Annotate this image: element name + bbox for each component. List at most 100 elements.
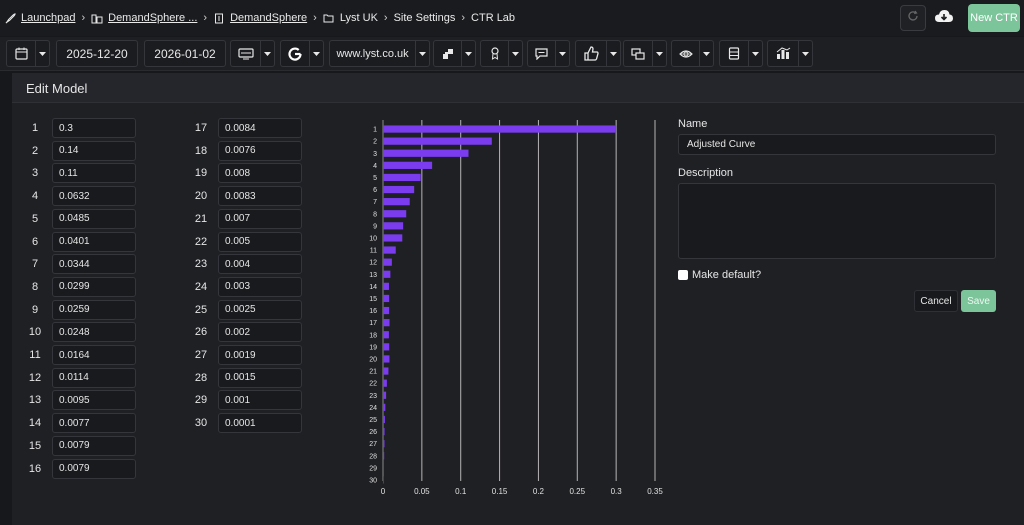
- make-default-label[interactable]: Make default?: [692, 269, 762, 281]
- breadcrumb-demandsphere[interactable]: DemandSphere: [213, 12, 307, 24]
- layout-icon: [720, 41, 748, 66]
- save-button[interactable]: Save: [961, 290, 996, 312]
- thumbs-filter-dropdown[interactable]: [575, 40, 621, 67]
- ctr-bar: [383, 452, 385, 460]
- y-tick-label: 9: [373, 223, 377, 230]
- position-row: 17 0.0084: [190, 118, 302, 138]
- breadcrumb-label[interactable]: Launchpad: [21, 12, 76, 24]
- ctr-value-input[interactable]: 0.0083: [218, 186, 302, 207]
- position-row: 7 0.0344: [24, 254, 136, 275]
- y-tick-label: 16: [369, 308, 377, 315]
- building-icon: [213, 12, 225, 24]
- ctr-value-input[interactable]: 0.0076: [218, 140, 302, 161]
- ctr-value-input[interactable]: 0.0299: [52, 276, 136, 297]
- breadcrumb: Launchpad › DemandSphere ... › DemandSph…: [0, 12, 515, 24]
- download-button[interactable]: [932, 5, 956, 31]
- ctr-value-input[interactable]: 0.007: [218, 208, 302, 229]
- ctr-value-input[interactable]: 0.0001: [218, 413, 302, 434]
- ctr-value-input[interactable]: 0.008: [218, 163, 302, 184]
- y-tick-label: 24: [369, 405, 377, 412]
- search-engine-dropdown[interactable]: [280, 40, 324, 67]
- ctr-value-input[interactable]: 0.0079: [52, 458, 136, 479]
- segments-filter-dropdown[interactable]: [433, 40, 476, 67]
- ctr-value-input[interactable]: 0.0114: [52, 367, 136, 388]
- calendar-icon: [7, 41, 35, 66]
- ribbon-filter-dropdown[interactable]: [480, 40, 523, 67]
- position-row: 13 0.0095: [24, 390, 136, 411]
- ctr-value-input[interactable]: 0.004: [218, 254, 302, 275]
- layout-filter-dropdown[interactable]: [719, 40, 763, 67]
- domain-dropdown[interactable]: www.lyst.co.uk: [329, 40, 430, 67]
- position-row: 6 0.0401: [24, 231, 136, 252]
- breadcrumb-label[interactable]: DemandSphere ...: [108, 12, 198, 24]
- x-tick-label: 0.3: [611, 487, 623, 496]
- visibility-filter-dropdown[interactable]: [671, 40, 714, 67]
- breadcrumb-label[interactable]: DemandSphere: [230, 12, 308, 24]
- start-date-input[interactable]: 2025-12-20: [56, 40, 138, 67]
- calendar-dropdown[interactable]: [6, 40, 50, 67]
- ctr-value-input[interactable]: 0.0019: [218, 345, 302, 365]
- position-number: 4: [31, 190, 39, 203]
- position-number: 8: [31, 280, 39, 293]
- breadcrumb-demandsphere-group[interactable]: DemandSphere ...: [91, 12, 197, 24]
- make-default-checkbox[interactable]: [678, 270, 688, 280]
- ctr-value-input[interactable]: 0.0344: [52, 254, 136, 275]
- ctr-bar: [383, 173, 421, 182]
- breadcrumb-label[interactable]: Lyst UK: [339, 12, 378, 24]
- position-number: 16: [28, 462, 42, 475]
- caret-down-icon: [699, 41, 713, 66]
- ctr-value-input[interactable]: 0.0632: [52, 186, 136, 207]
- position-row: 28 0.0015: [190, 367, 302, 388]
- ctr-bar: [383, 464, 384, 472]
- y-tick-label: 8: [373, 211, 377, 218]
- cancel-button[interactable]: Cancel: [914, 290, 958, 312]
- ctr-value-input[interactable]: 0.0401: [52, 231, 136, 252]
- breadcrumb-launchpad[interactable]: Launchpad: [4, 12, 75, 24]
- ctr-bar: [383, 319, 390, 327]
- position-row: 22 0.005: [190, 231, 302, 252]
- position-row: 2 0.14: [24, 140, 136, 161]
- position-number: 10: [28, 326, 42, 339]
- ctr-value-input[interactable]: 0.005: [218, 231, 302, 252]
- ctr-value-input[interactable]: 0.0025: [218, 299, 302, 320]
- ctr-value-input[interactable]: 0.14: [52, 140, 136, 161]
- ctr-value-input[interactable]: 0.0084: [218, 118, 302, 138]
- ctr-value-input[interactable]: 0.0164: [52, 345, 136, 365]
- position-row: 29 0.001: [190, 390, 302, 411]
- ctr-value-input[interactable]: 0.0485: [52, 208, 136, 229]
- ctr-value-input[interactable]: 0.0248: [52, 322, 136, 343]
- position-row: 3 0.11: [24, 163, 136, 184]
- description-textarea[interactable]: [678, 183, 996, 259]
- breadcrumb-site-settings[interactable]: Site Settings: [394, 12, 456, 24]
- caret-down-icon: [798, 41, 812, 66]
- caret-down-icon: [309, 41, 323, 66]
- y-tick-label: 27: [369, 441, 377, 448]
- ctr-value-input[interactable]: 0.0077: [52, 413, 136, 434]
- x-tick-label: 0.1: [455, 487, 467, 496]
- ctr-value-input[interactable]: 0.3: [52, 118, 136, 138]
- ctr-value-input[interactable]: 0.0079: [52, 435, 136, 456]
- y-tick-label: 21: [369, 369, 377, 376]
- chart-filter-dropdown[interactable]: [767, 40, 813, 67]
- name-input[interactable]: Adjusted Curve: [678, 134, 996, 155]
- device-dropdown[interactable]: [230, 40, 275, 67]
- position-number: 24: [194, 280, 208, 293]
- ctr-value-input[interactable]: 0.11: [52, 163, 136, 184]
- y-tick-label: 6: [373, 187, 377, 194]
- y-tick-label: 12: [369, 260, 377, 267]
- breadcrumb-lyst-uk[interactable]: Lyst UK: [323, 12, 378, 24]
- refresh-button[interactable]: [900, 5, 926, 31]
- ctr-bar: [383, 234, 403, 242]
- ctr-bar: [383, 222, 404, 230]
- ctr-value-input[interactable]: 0.003: [218, 276, 302, 297]
- comment-filter-dropdown[interactable]: [527, 40, 570, 67]
- new-ctr-button[interactable]: New CTR: [968, 4, 1020, 32]
- ctr-value-input[interactable]: 0.0015: [218, 367, 302, 388]
- ctr-value-input[interactable]: 0.002: [218, 322, 302, 343]
- end-date-input[interactable]: 2026-01-02: [144, 40, 226, 67]
- ctr-value-input[interactable]: 0.0259: [52, 299, 136, 320]
- ctr-value-input[interactable]: 0.001: [218, 390, 302, 411]
- copy-filter-dropdown[interactable]: [623, 40, 667, 67]
- breadcrumb-label[interactable]: Site Settings: [393, 12, 456, 24]
- ctr-value-input[interactable]: 0.0095: [52, 390, 136, 411]
